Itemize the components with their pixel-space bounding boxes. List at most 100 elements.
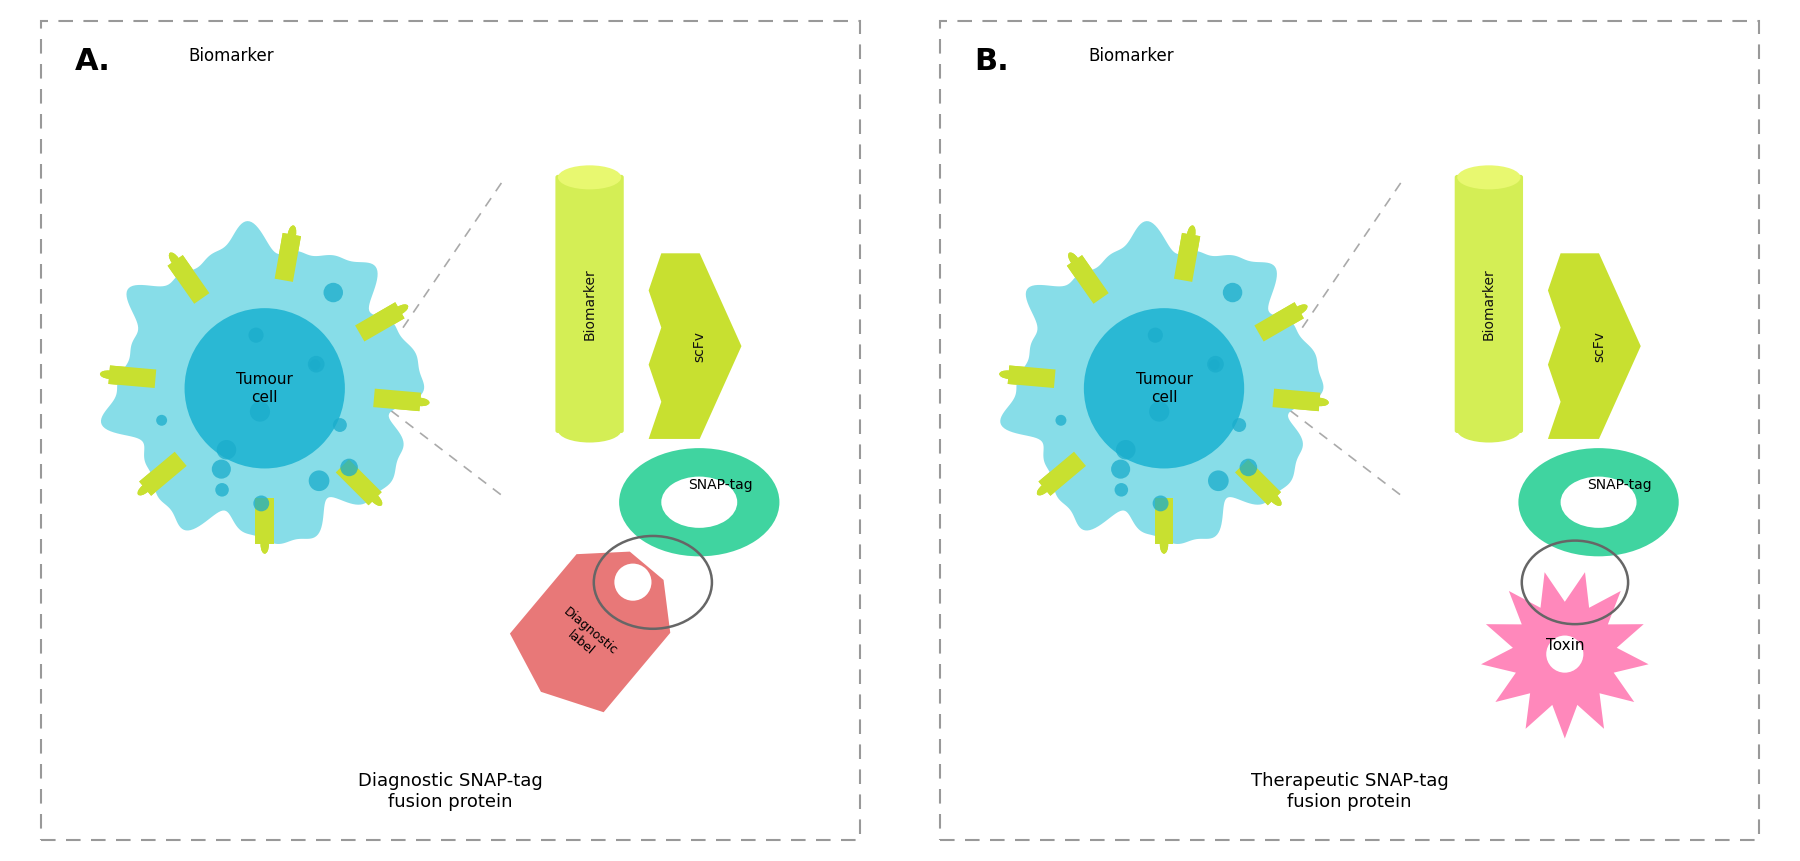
Circle shape xyxy=(216,483,229,497)
Circle shape xyxy=(310,470,329,491)
Polygon shape xyxy=(1039,452,1085,496)
Ellipse shape xyxy=(367,492,382,506)
Circle shape xyxy=(1055,415,1066,426)
Circle shape xyxy=(1148,328,1163,343)
Circle shape xyxy=(157,415,167,426)
Ellipse shape xyxy=(288,226,297,244)
Ellipse shape xyxy=(169,252,182,269)
Polygon shape xyxy=(1548,253,1642,439)
Polygon shape xyxy=(1156,498,1174,544)
Ellipse shape xyxy=(261,536,268,554)
Polygon shape xyxy=(108,365,157,388)
Ellipse shape xyxy=(101,370,119,379)
Polygon shape xyxy=(1067,255,1109,304)
Polygon shape xyxy=(337,459,382,505)
Text: Biomarker: Biomarker xyxy=(1087,46,1174,65)
Polygon shape xyxy=(509,552,670,712)
Polygon shape xyxy=(1174,233,1201,282)
Polygon shape xyxy=(355,302,405,342)
Circle shape xyxy=(1222,282,1242,302)
Polygon shape xyxy=(108,365,157,388)
Polygon shape xyxy=(256,498,274,544)
Circle shape xyxy=(212,460,230,479)
Text: Toxin: Toxin xyxy=(1546,638,1584,653)
Polygon shape xyxy=(1067,255,1109,304)
FancyBboxPatch shape xyxy=(1454,175,1523,433)
Text: A.: A. xyxy=(76,46,112,76)
Ellipse shape xyxy=(1186,226,1195,244)
Ellipse shape xyxy=(1561,477,1636,528)
Ellipse shape xyxy=(1267,492,1282,506)
Ellipse shape xyxy=(1186,226,1195,244)
Ellipse shape xyxy=(1458,165,1521,189)
Text: Biomarker: Biomarker xyxy=(189,46,274,65)
Ellipse shape xyxy=(1291,305,1307,316)
Polygon shape xyxy=(355,302,405,342)
FancyBboxPatch shape xyxy=(556,175,625,433)
Circle shape xyxy=(308,356,324,373)
Text: Tumour
cell: Tumour cell xyxy=(1136,372,1192,405)
Ellipse shape xyxy=(1159,536,1168,554)
Ellipse shape xyxy=(288,226,297,244)
Ellipse shape xyxy=(1037,482,1051,495)
Ellipse shape xyxy=(1519,448,1679,556)
Circle shape xyxy=(310,359,320,370)
Circle shape xyxy=(1208,356,1224,373)
Ellipse shape xyxy=(1291,305,1307,316)
Ellipse shape xyxy=(1458,418,1521,443)
Ellipse shape xyxy=(558,165,621,189)
Polygon shape xyxy=(1235,459,1282,505)
Circle shape xyxy=(1233,418,1246,432)
Text: Biomarker: Biomarker xyxy=(583,268,596,340)
Circle shape xyxy=(1116,440,1136,460)
Ellipse shape xyxy=(999,370,1017,379)
Polygon shape xyxy=(1481,573,1649,739)
Text: SNAP-tag: SNAP-tag xyxy=(688,479,752,492)
Ellipse shape xyxy=(392,305,409,316)
Text: Diagnostic SNAP-tag
fusion protein: Diagnostic SNAP-tag fusion protein xyxy=(358,772,544,811)
Ellipse shape xyxy=(392,305,409,316)
Text: Diagnostic
label: Diagnostic label xyxy=(551,605,619,669)
Circle shape xyxy=(1152,495,1168,511)
Polygon shape xyxy=(167,255,209,304)
Text: Therapeutic SNAP-tag
fusion protein: Therapeutic SNAP-tag fusion protein xyxy=(1251,772,1449,811)
Text: Tumour
cell: Tumour cell xyxy=(236,372,293,405)
Polygon shape xyxy=(1039,452,1085,496)
Text: scFv: scFv xyxy=(1591,331,1606,362)
Circle shape xyxy=(333,418,347,432)
Polygon shape xyxy=(1273,388,1321,412)
Circle shape xyxy=(1546,635,1584,672)
Ellipse shape xyxy=(1267,492,1282,506)
Polygon shape xyxy=(373,388,421,412)
Polygon shape xyxy=(1174,233,1201,282)
Ellipse shape xyxy=(261,536,268,554)
Polygon shape xyxy=(256,498,274,544)
Ellipse shape xyxy=(367,492,382,506)
Text: B.: B. xyxy=(974,46,1010,76)
Ellipse shape xyxy=(1067,252,1080,269)
Ellipse shape xyxy=(1037,482,1051,495)
Circle shape xyxy=(250,401,270,422)
Polygon shape xyxy=(275,233,301,282)
Ellipse shape xyxy=(999,370,1017,379)
Polygon shape xyxy=(1001,221,1323,544)
Circle shape xyxy=(1084,308,1244,468)
Polygon shape xyxy=(1008,365,1055,388)
Polygon shape xyxy=(139,452,187,496)
Polygon shape xyxy=(1156,498,1174,544)
Polygon shape xyxy=(275,233,301,282)
Ellipse shape xyxy=(1159,536,1168,554)
Polygon shape xyxy=(1255,302,1303,342)
Polygon shape xyxy=(373,388,421,412)
Ellipse shape xyxy=(137,482,153,495)
Polygon shape xyxy=(167,255,209,304)
Polygon shape xyxy=(1273,388,1321,412)
Polygon shape xyxy=(1235,459,1282,505)
Ellipse shape xyxy=(619,448,779,556)
Ellipse shape xyxy=(1310,398,1328,406)
Polygon shape xyxy=(101,221,425,544)
Circle shape xyxy=(185,308,346,468)
Ellipse shape xyxy=(410,398,430,406)
Ellipse shape xyxy=(661,477,738,528)
FancyBboxPatch shape xyxy=(41,22,860,839)
